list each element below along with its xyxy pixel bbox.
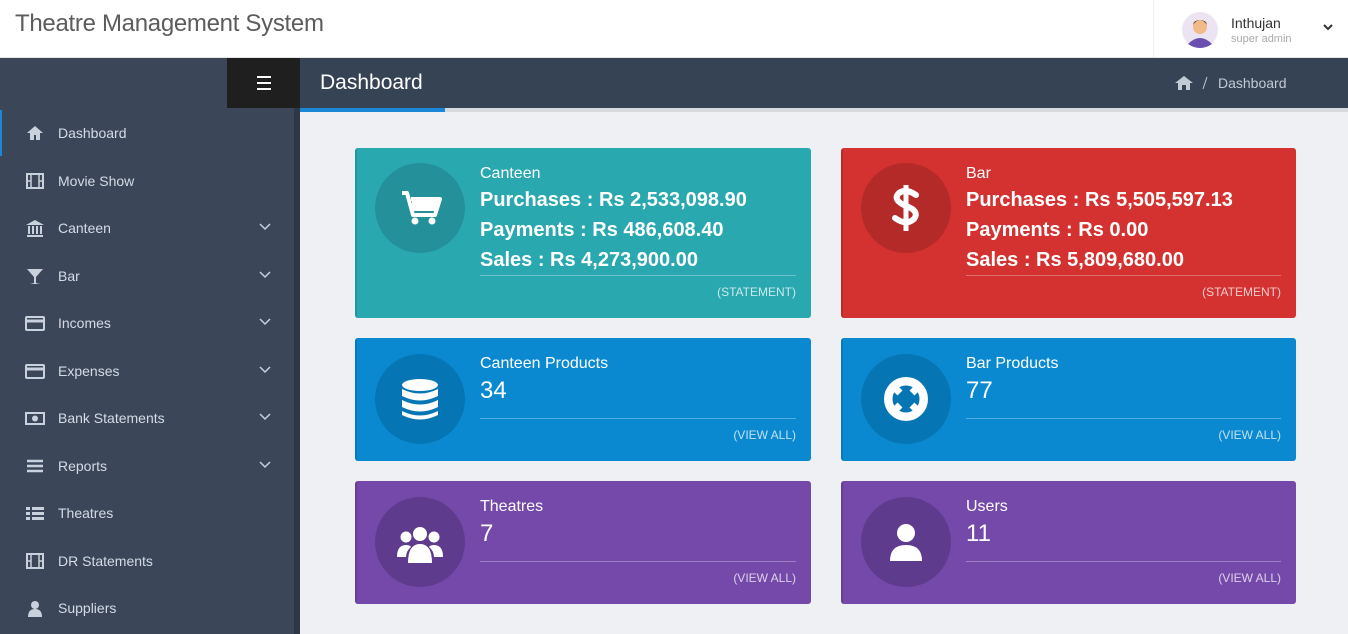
card-line: Payments : Rs 486,608.40 [480,219,724,241]
card-divider [966,561,1281,562]
stat-card: Bar Products 77 (VIEW ALL) [841,338,1296,461]
card-line: Purchases : Rs 5,505,597.13 [966,189,1233,211]
page-title: Dashboard [320,71,423,94]
card-icon [861,354,951,444]
menu-label: Theatres [58,505,114,521]
card-title: Users [966,498,1008,515]
card-icon [375,354,465,444]
menu-item[interactable]: Reports [0,443,294,489]
card-line: Sales : Rs 5,809,680.00 [966,249,1184,271]
card-divider [480,275,796,276]
breadcrumb-item: Dashboard [1218,75,1287,91]
card-title: Theatres [480,498,544,515]
stat-card: Canteen Purchases : Rs 2,533,098.90 Paymen… [355,148,811,318]
menu-label: Incomes [58,315,111,331]
card-line: Sales : Rs 4,273,900.00 [480,249,698,271]
menu-item[interactable]: Theatres [0,490,294,536]
card-link[interactable]: (STATEMENT) [717,285,796,299]
card-value: 11 [966,520,991,547]
avatar [1182,12,1218,48]
menu-label: Movie Show [58,172,135,189]
menu-item[interactable]: Canteen [0,205,294,251]
stat-card: Canteen Products 34 (VIEW ALL) [355,338,811,461]
card-divider [966,275,1281,276]
menu-label: Bar [58,267,80,284]
home-icon[interactable] [1174,75,1194,91]
sidebar [0,58,300,634]
card-icon [375,163,465,253]
menu-label: Reports [58,457,108,474]
breadcrumb-separator [1202,76,1208,90]
card-title: Bar Products [966,355,1059,372]
sidebar-edge [294,108,300,634]
menu-label: Suppliers [58,600,117,616]
menu-item[interactable]: Dashboard [0,110,294,156]
stat-card: Theatres 7 (VIEW ALL) [355,481,811,604]
card-icon [375,497,465,587]
card-line: Purchases : Rs 2,533,098.90 [480,189,747,211]
stat-card: Bar Purchases : Rs 5,505,597.13 Payments :… [841,148,1296,318]
title-underline [300,108,445,112]
card-value: 7 [480,520,494,547]
dropdown-caret [1323,24,1333,31]
card-link[interactable]: (STATEMENT) [1202,285,1281,299]
card-divider [480,418,796,419]
top-bar: Theatre Management System Inthujan super… [0,0,1348,58]
menu-label: Expenses [58,362,120,379]
card-value: 34 [480,377,507,404]
user-name: Inthujan [1231,15,1281,31]
menu-item[interactable]: Bar [0,253,294,299]
card-link[interactable]: (VIEW ALL) [733,571,796,585]
menu-label: Dashboard [58,125,127,141]
card-link[interactable]: (VIEW ALL) [1218,428,1281,442]
menu-item[interactable]: DR Statements [0,538,294,584]
menu-toggle[interactable] [227,58,300,108]
menu-label: DR Statements [58,552,153,569]
menu-label: Bank Statements [58,410,165,426]
card-title: Canteen [480,165,541,182]
menu-item[interactable]: Suppliers [0,585,294,631]
stat-card: Users 11 (VIEW ALL) [841,481,1296,604]
menu-item[interactable]: Movie Show [0,158,294,204]
card-line: Payments : Rs 0.00 [966,219,1149,241]
card-link[interactable]: (VIEW ALL) [733,428,796,442]
menu-item[interactable]: Bank Statements [0,395,294,441]
card-value: 77 [966,377,993,404]
menu-label: Canteen [58,220,111,236]
card-icon [861,163,951,253]
active-indicator [0,110,2,156]
card-link[interactable]: (VIEW ALL) [1218,571,1281,585]
menu-item[interactable]: Expenses [0,348,294,394]
user-menu[interactable]: Inthujan super admin [1153,0,1348,57]
page-header: Dashboard [300,58,1348,112]
card-icon [861,497,951,587]
header-shadow [445,108,1348,112]
card-divider [480,561,796,562]
card-title: Canteen Products [480,355,609,372]
card-divider [966,418,1281,419]
app-title: Theatre Management System [15,10,324,37]
menu-item[interactable]: Incomes [0,300,294,346]
user-role: super admin [1231,33,1292,45]
card-title: Bar [966,165,991,182]
